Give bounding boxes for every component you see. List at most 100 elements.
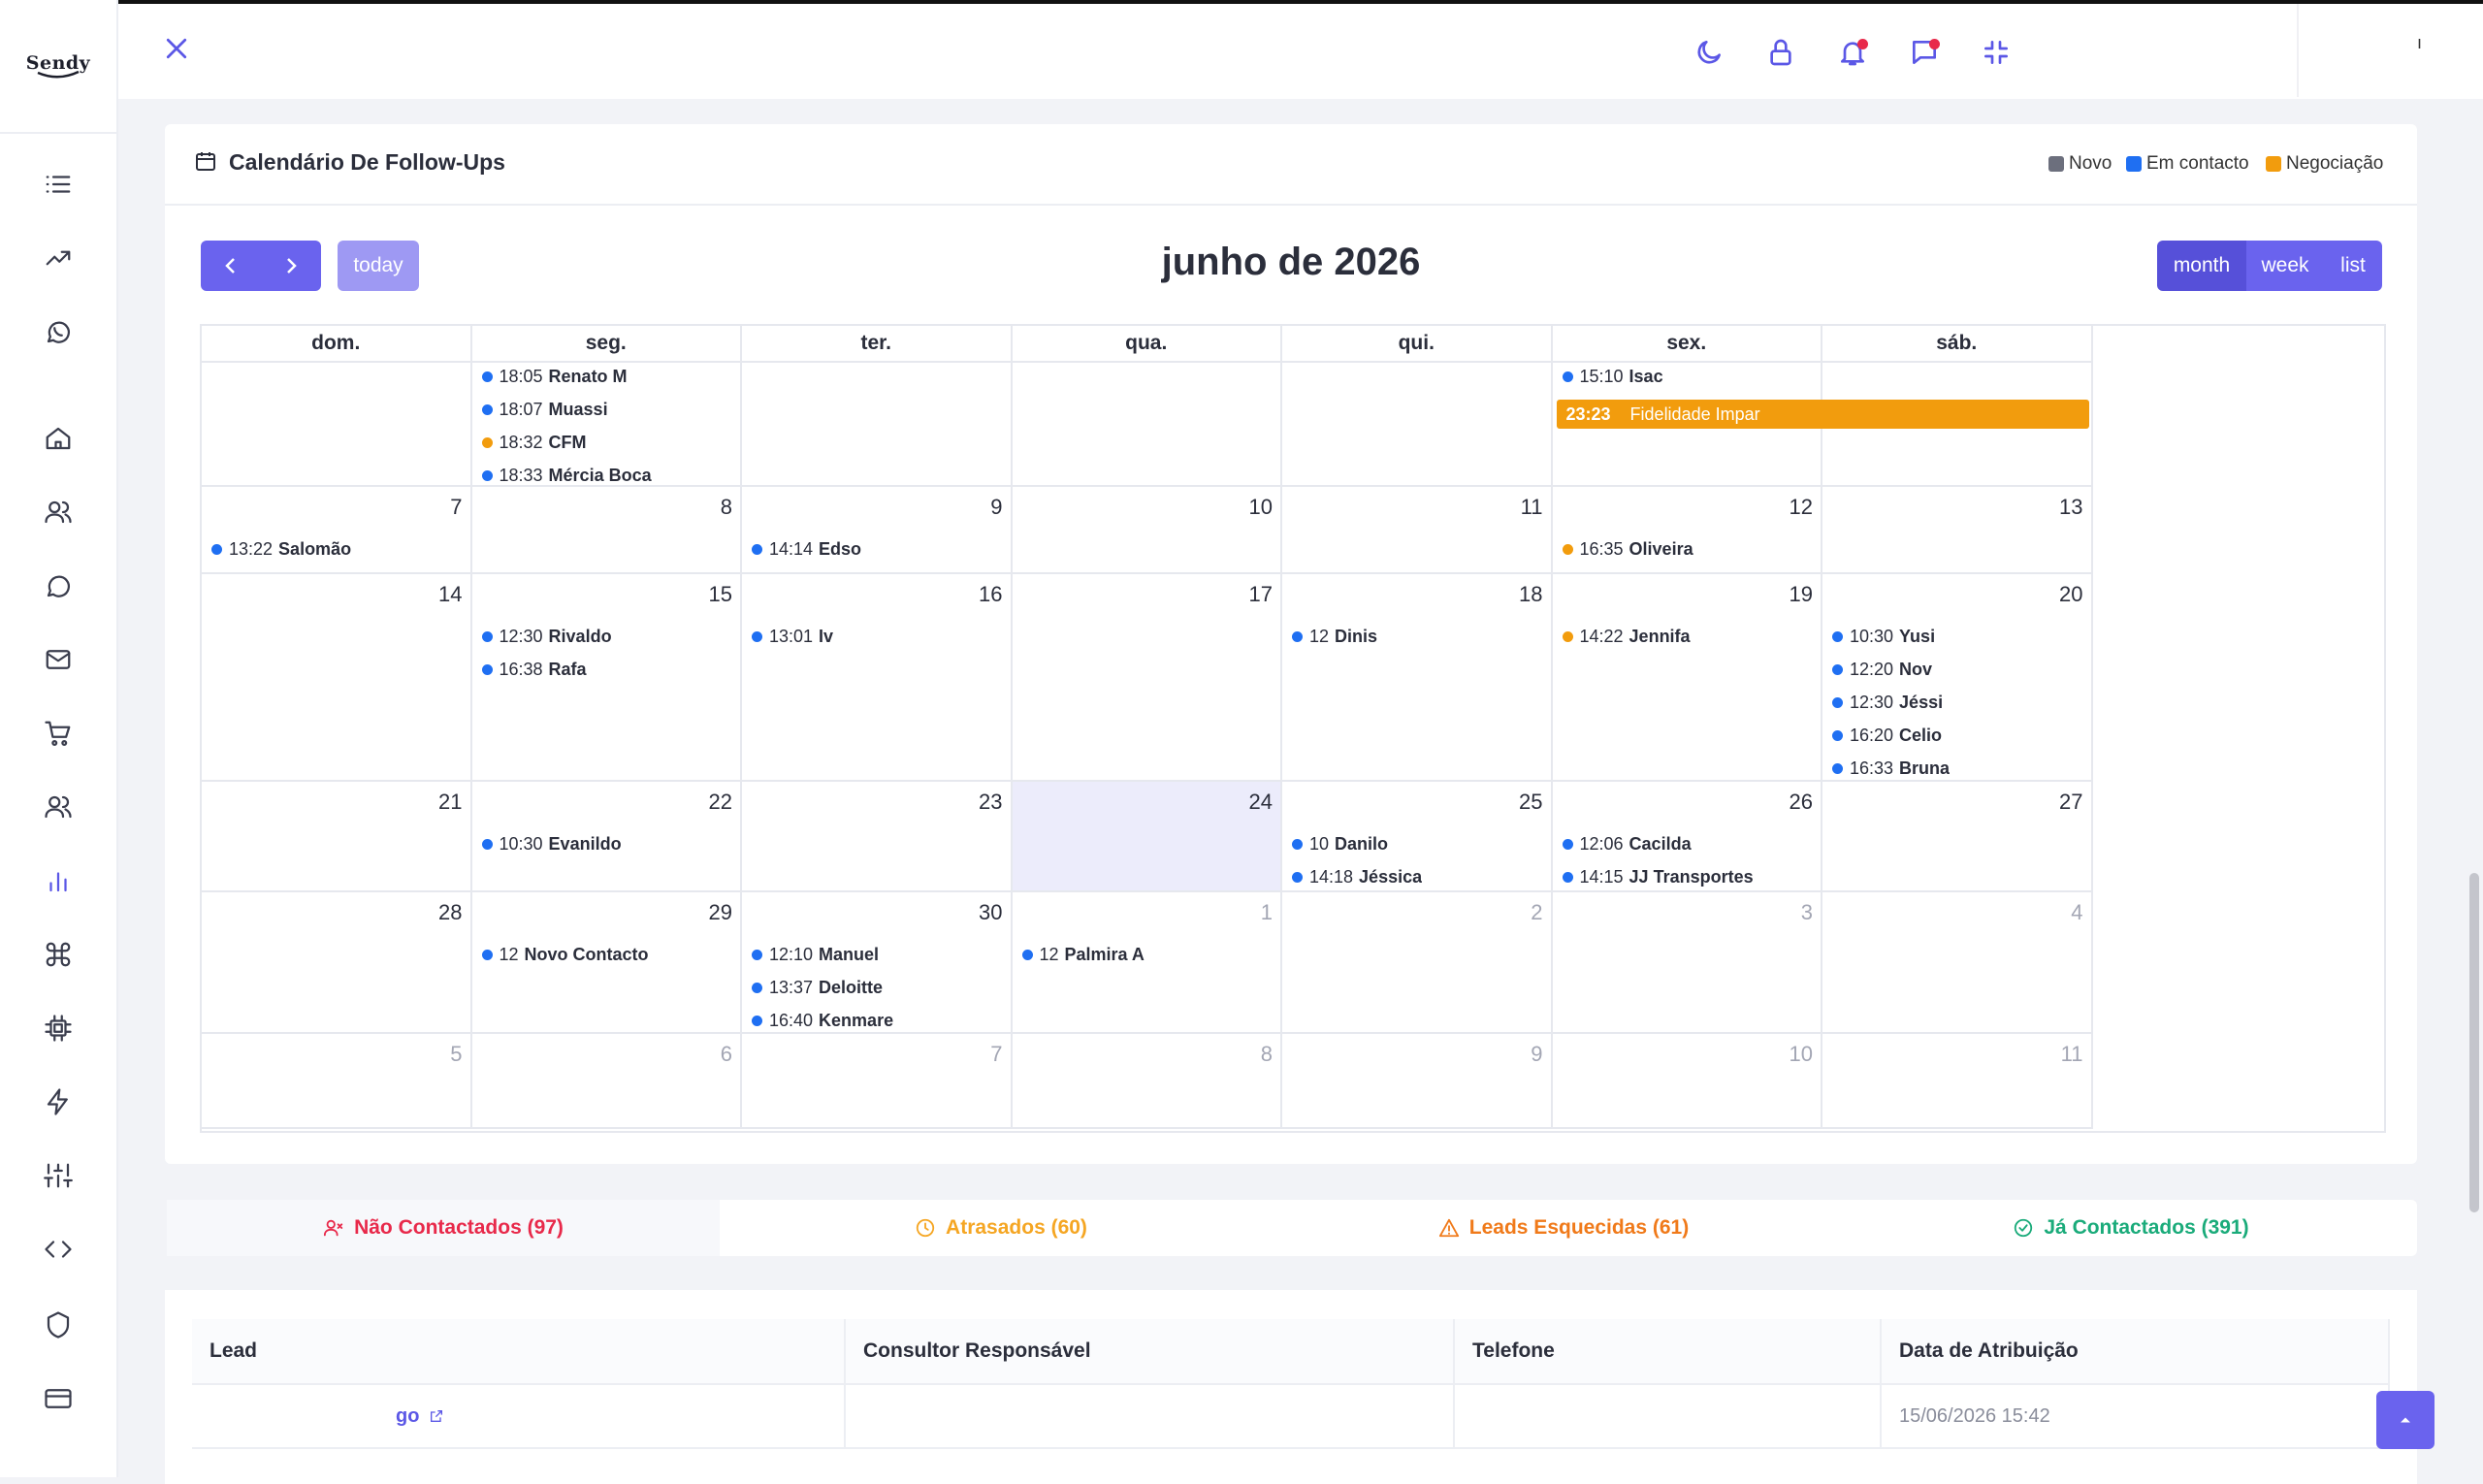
day-cell[interactable]: 11 [1282, 487, 1553, 574]
day-cell[interactable]: 5 [202, 1034, 472, 1129]
day-number[interactable]: 16 [979, 582, 1003, 606]
minimize-icon[interactable] [1975, 31, 2017, 74]
day-cell[interactable]: 29 12 Novo Contacto [471, 892, 742, 1034]
day-number[interactable]: 25 [1519, 790, 1543, 814]
calendar-event[interactable]: 16:35 Oliveira [1562, 539, 1693, 560]
day-cell[interactable]: 12 16:35 Oliveira [1552, 487, 1822, 574]
day-cell[interactable]: 13 [1822, 487, 2093, 574]
cpu-icon[interactable] [39, 1009, 78, 1048]
day-number[interactable]: 7 [450, 495, 463, 519]
day-cell[interactable]: 8 [1012, 1034, 1282, 1129]
day-number[interactable]: 30 [979, 900, 1003, 924]
day-cell[interactable]: 3 [1552, 892, 1822, 1034]
day-number[interactable]: 11 [1520, 495, 1543, 519]
scroll-to-top-button[interactable] [2376, 1391, 2435, 1449]
shield-icon[interactable] [39, 1306, 78, 1344]
tab-ja-contactados[interactable]: Já Contactados (391) [1845, 1200, 2417, 1256]
day-cell[interactable]: 10 [1552, 1034, 1822, 1129]
home-icon[interactable] [39, 419, 78, 458]
calendar-event[interactable]: 16:20 Celio [1832, 726, 1942, 746]
day-cell[interactable]: 8 [471, 487, 742, 574]
calendar-event[interactable]: 12 Novo Contacto [481, 945, 649, 965]
calendar-event[interactable]: 16:40 Kenmare [752, 1011, 893, 1031]
calendar-event[interactable]: 12:06 Cacilda [1562, 834, 1692, 855]
day-cell[interactable]: 6 [471, 1034, 742, 1129]
calendar-event[interactable]: 13:01 Iv [752, 627, 833, 647]
table-cell-lead[interactable]: go [192, 1385, 846, 1449]
sliders-icon[interactable] [39, 1156, 78, 1195]
day-cell[interactable] [202, 363, 472, 487]
day-number[interactable]: 27 [2059, 790, 2083, 814]
mail-icon[interactable] [39, 640, 78, 679]
day-cell[interactable]: 23 [742, 782, 1013, 892]
calendar-event[interactable]: 15:10 Isac [1562, 367, 1663, 387]
day-number[interactable]: 26 [1789, 790, 1813, 814]
code-icon[interactable] [39, 1230, 78, 1269]
calendar-event[interactable]: 18:33 Mércia Boca [481, 466, 652, 486]
day-number[interactable]: 18 [1519, 582, 1543, 606]
day-cell[interactable]: 21 [202, 782, 472, 892]
day-number[interactable]: 6 [720, 1042, 732, 1066]
day-cell[interactable]: 30 12:10 Manuel 13:37 Deloitte 16:40 Kenmare [742, 892, 1013, 1034]
calendar-event[interactable]: 18:07 Muassi [481, 400, 608, 420]
day-cell[interactable]: 9 [1282, 1034, 1553, 1129]
day-cell[interactable]: 16 13:01 Iv [742, 574, 1013, 782]
col-lead[interactable]: Lead [192, 1319, 846, 1385]
day-number[interactable]: 19 [1789, 582, 1813, 606]
day-cell[interactable]: 2 [1282, 892, 1553, 1034]
day-number[interactable]: 17 [1248, 582, 1273, 606]
view-month-button[interactable]: month [2157, 241, 2246, 291]
day-cell[interactable] [1282, 363, 1553, 487]
view-week-button[interactable]: week [2246, 241, 2324, 291]
tab-atrasados[interactable]: Atrasados (60) [720, 1200, 1282, 1256]
day-number[interactable]: 15 [708, 582, 732, 606]
day-number[interactable]: 14 [438, 582, 463, 606]
external-link-icon[interactable] [429, 1408, 444, 1424]
user-menu[interactable]: ı [2417, 33, 2423, 52]
day-number[interactable]: 8 [1260, 1042, 1273, 1066]
day-number[interactable]: 12 [1789, 495, 1813, 519]
calendar-event[interactable]: 12:30 Rivaldo [481, 627, 612, 647]
day-number[interactable]: 7 [990, 1042, 1003, 1066]
day-cell[interactable]: 9 14:14 Edso [742, 487, 1013, 574]
day-cell[interactable]: 11 [1822, 1034, 2093, 1129]
bar-chart-icon[interactable] [39, 861, 78, 900]
calendar-event[interactable]: 12:10 Manuel [752, 945, 879, 965]
day-number[interactable]: 10 [1248, 495, 1273, 519]
day-cell[interactable]: 10 [1012, 487, 1282, 574]
day-number[interactable]: 24 [1248, 790, 1273, 814]
day-number[interactable]: 20 [2059, 582, 2083, 606]
calendar-event[interactable]: 12 Palmira A [1021, 945, 1145, 965]
day-cell[interactable]: 18 12 Dinis [1282, 574, 1553, 782]
day-number[interactable]: 28 [438, 900, 463, 924]
day-number[interactable]: 23 [979, 790, 1003, 814]
day-number[interactable]: 13 [2059, 495, 2083, 519]
day-number[interactable]: 3 [1800, 900, 1813, 924]
calendar-event[interactable]: 14:14 Edso [752, 539, 861, 560]
whatsapp-icon[interactable] [39, 312, 78, 351]
next-button[interactable] [261, 241, 321, 291]
calendar-event[interactable]: 12:20 Nov [1832, 660, 1932, 680]
day-cell[interactable]: 7 13:22 Salomão [202, 487, 472, 574]
moon-icon[interactable] [1688, 31, 1730, 74]
day-number[interactable]: 9 [1531, 1042, 1543, 1066]
day-cell[interactable]: 19 14:22 Jennifa [1552, 574, 1822, 782]
calendar-event[interactable]: 10:30 Yusi [1832, 627, 1935, 647]
day-cell[interactable] [742, 363, 1013, 487]
scrollbar[interactable] [2469, 873, 2479, 1212]
day-cell[interactable]: 18:05 Renato M 18:07 Muassi 18:32 CFM 18:33 Mér… [471, 363, 742, 487]
day-cell[interactable]: 26 12:06 Cacilda 14:15 JJ Transportes [1552, 782, 1822, 892]
calendar-event[interactable]: 12 Dinis [1292, 627, 1377, 647]
calendar-event[interactable]: 18:32 CFM [481, 433, 587, 453]
day-cell[interactable]: 7 [742, 1034, 1013, 1129]
day-cell[interactable]: 28 [202, 892, 472, 1034]
day-cell[interactable]: 22 10:30 Evanildo [471, 782, 742, 892]
calendar-event[interactable]: 10:30 Evanildo [481, 834, 622, 855]
day-cell[interactable]: 4 [1822, 892, 2093, 1034]
calendar-event[interactable]: 14:18 Jéssica [1292, 867, 1422, 887]
calendar-event[interactable]: 16:38 Rafa [481, 660, 587, 680]
calendar-event-bar[interactable]: 23:23 Fidelidade Impar [1556, 400, 2089, 429]
day-cell[interactable]: 27 [1822, 782, 2093, 892]
day-number[interactable]: 22 [708, 790, 732, 814]
day-number[interactable]: 29 [708, 900, 732, 924]
